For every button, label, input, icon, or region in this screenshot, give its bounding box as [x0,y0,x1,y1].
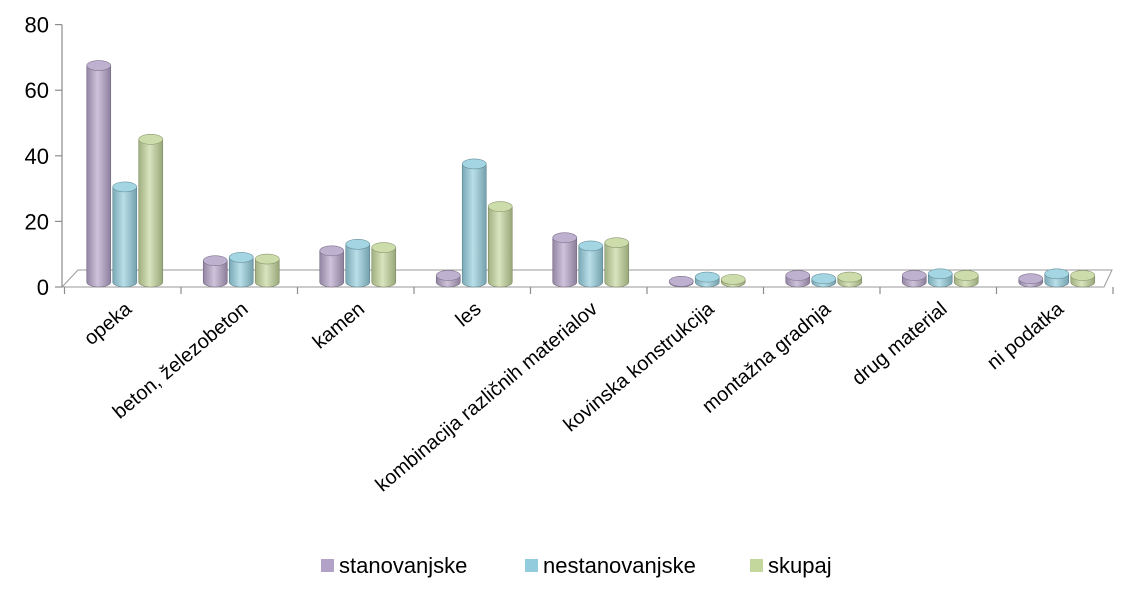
bar-ni-podatka-stanovanjske [1018,273,1044,288]
bar-kamen-nestanovanjske [345,238,371,288]
bar-beton-zelezobeton-nestanovanjske [228,252,254,288]
bar-opeka-nestanovanjske [112,181,138,288]
bar-ni-podatka-skupaj [1070,270,1096,288]
bar-montazna-gradnja-nestanovanjske [811,273,837,288]
bar-drug-material-skupaj [953,270,979,288]
legend-label: skupaj [768,553,832,578]
bar-les-skupaj [487,201,513,288]
bar-drug-material-stanovanjske [901,270,927,288]
x-category-label: drug material [848,298,952,390]
x-category-label: ni podatka [983,297,1069,374]
x-category-label: les [452,298,486,331]
bar-kombinacija-razlicnih-materialov-nestanovanjske [578,240,604,288]
chart-bars [86,60,1096,288]
x-category-label: kombinacija različnih materialov [372,298,602,496]
bar-kombinacija-razlicnih-materialov-stanovanjske [552,232,578,288]
bar-les-stanovanjske [435,270,461,288]
bar-drug-material-nestanovanjske [927,268,953,288]
y-tick-label: 40 [25,144,49,169]
legend-swatch [750,559,763,572]
legend-swatch [321,559,334,572]
bar-les-nestanovanjske [461,158,487,288]
bar-kovinska-konstrukcija-nestanovanjske [694,271,720,288]
legend-item-stanovanjske: stanovanjske [321,553,467,578]
bar-kombinacija-razlicnih-materialov-skupaj [604,237,630,288]
x-category-label: opeka [80,297,137,349]
bar-ni-podatka-nestanovanjske [1044,268,1070,288]
x-category-label: montažna gradnja [698,297,835,417]
bar-beton-zelezobeton-stanovanjske [202,255,228,288]
bar-kamen-skupaj [371,242,397,288]
bar-opeka-stanovanjske [86,60,112,288]
y-tick-label: 80 [25,13,49,38]
bar-opeka-skupaj [138,134,164,288]
x-category-label: kamen [309,298,369,353]
legend-label: nestanovanjske [543,553,696,578]
legend-item-skupaj: skupaj [750,553,832,578]
bar-kovinska-konstrukcija-skupaj [720,274,746,288]
bar-montazna-gradnja-stanovanjske [785,270,811,288]
bar-kamen-stanovanjske [319,245,345,288]
legend: stanovanjske nestanovanjske skupaj [321,553,832,578]
legend-label: stanovanjske [339,553,467,578]
bar-kovinska-konstrukcija-stanovanjske [668,276,694,288]
y-tick-label: 60 [25,78,49,103]
legend-swatch [525,559,538,572]
y-tick-label: 20 [25,209,49,234]
y-tick-label: 0 [37,275,49,300]
bar-beton-zelezobeton-skupaj [254,253,280,288]
legend-item-nestanovanjske: nestanovanjske [525,553,696,578]
bar-montazna-gradnja-skupaj [837,271,863,288]
